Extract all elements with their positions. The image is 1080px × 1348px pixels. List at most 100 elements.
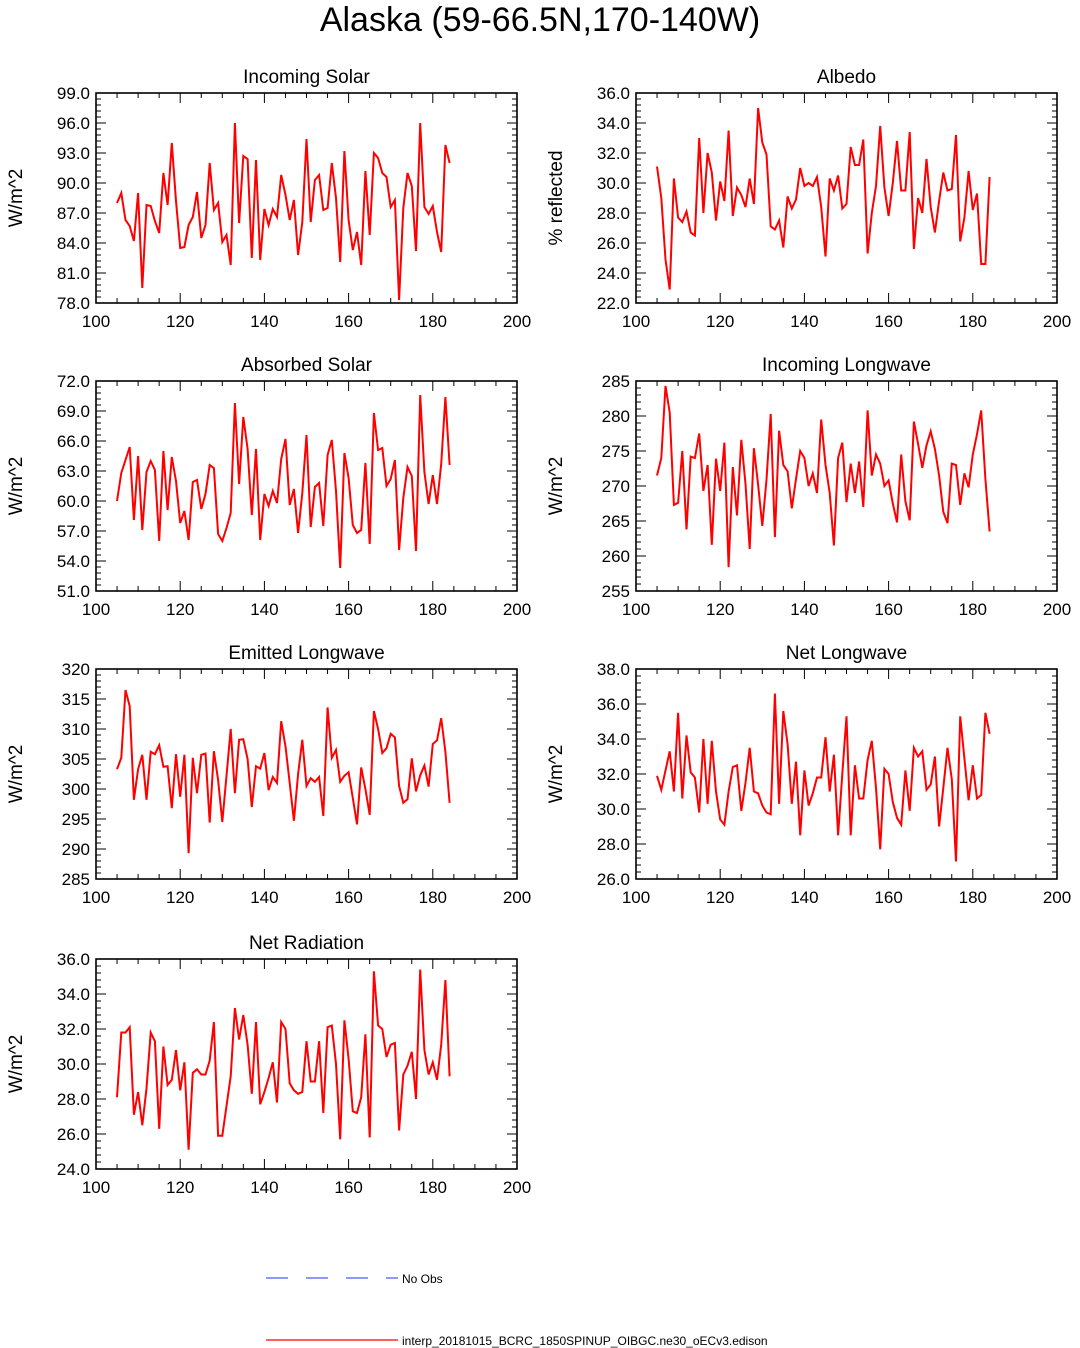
panel-title: Albedo bbox=[817, 67, 876, 88]
y-tick-label: 320 bbox=[62, 660, 90, 679]
y-tick-label: 295 bbox=[62, 810, 90, 829]
panel-title: Net Radiation bbox=[249, 933, 364, 954]
x-tick-label: 100 bbox=[622, 600, 650, 619]
y-axis-label: W/m^2 bbox=[546, 457, 567, 516]
y-tick-label: 90.0 bbox=[57, 174, 90, 193]
y-tick-label: 32.0 bbox=[597, 144, 630, 163]
x-tick-label: 120 bbox=[166, 600, 194, 619]
plot-frame bbox=[95, 958, 518, 1170]
x-tick-label: 160 bbox=[334, 600, 362, 619]
x-tick-label: 120 bbox=[166, 888, 194, 907]
series-line-model bbox=[116, 122, 451, 301]
plot-frame bbox=[95, 380, 518, 592]
x-tick-label: 100 bbox=[82, 312, 110, 331]
x-tick-label: 160 bbox=[334, 312, 362, 331]
y-axis-label: W/m^2 bbox=[6, 169, 27, 228]
y-tick-label: 34.0 bbox=[597, 730, 630, 749]
series-line-model bbox=[656, 693, 991, 862]
y-tick-label: 93.0 bbox=[57, 144, 90, 163]
y-tick-label: 36.0 bbox=[57, 950, 90, 969]
plot-frame bbox=[635, 668, 1058, 880]
legend-model-label: interp_20181015_BCRC_1850SPINUP_OIBGC.ne… bbox=[402, 1334, 768, 1348]
y-tick-label: 96.0 bbox=[57, 114, 90, 133]
x-tick-label: 120 bbox=[706, 600, 734, 619]
y-tick-label: 54.0 bbox=[57, 552, 90, 571]
panel-title: Emitted Longwave bbox=[228, 643, 384, 664]
x-tick-label: 140 bbox=[790, 888, 818, 907]
y-tick-label: 84.0 bbox=[57, 234, 90, 253]
x-tick-label: 160 bbox=[874, 888, 902, 907]
panel-net-longwave: 100 120 140 160 180 200 26.0 28.0 30.0 32.0 34.0 36… bbox=[546, 643, 1071, 907]
panel-albedo: 100 120 140 160 180 200 22.0 24.0 26.0 28.0 30.0 32… bbox=[546, 67, 1071, 331]
y-tick-label: 30.0 bbox=[597, 174, 630, 193]
x-tick-label: 200 bbox=[503, 600, 531, 619]
x-tick-label: 180 bbox=[419, 600, 447, 619]
y-tick-label: 69.0 bbox=[57, 402, 90, 421]
x-tick-label: 160 bbox=[874, 600, 902, 619]
x-tick-label: 180 bbox=[419, 1178, 447, 1197]
legend-model-line bbox=[266, 1339, 398, 1341]
x-tick-label: 120 bbox=[166, 1178, 194, 1197]
x-tick-label: 100 bbox=[82, 888, 110, 907]
plot-frame bbox=[635, 380, 1058, 592]
x-tick-label: 140 bbox=[250, 1178, 278, 1197]
y-tick-label: 310 bbox=[62, 720, 90, 739]
y-tick-label: 265 bbox=[602, 512, 630, 531]
figure-title: Alaska (59-66.5N,170-140W) bbox=[319, 1, 761, 39]
y-tick-label: 60.0 bbox=[57, 492, 90, 511]
x-tick-label: 180 bbox=[959, 312, 987, 331]
y-tick-label: 30.0 bbox=[57, 1055, 90, 1074]
x-tick-label: 100 bbox=[622, 888, 650, 907]
legend-obs-label: No Obs bbox=[402, 1272, 443, 1286]
y-tick-label: 300 bbox=[62, 780, 90, 799]
y-tick-label: 285 bbox=[602, 372, 630, 391]
y-tick-label: 28.0 bbox=[597, 835, 630, 854]
y-tick-label: 63.0 bbox=[57, 462, 90, 481]
y-tick-label: 34.0 bbox=[597, 114, 630, 133]
panel-absorbed-solar: 100 120 140 160 180 200 51.0 54.0 57.0 60.0 63.0 66… bbox=[6, 355, 531, 619]
y-tick-label: 285 bbox=[62, 870, 90, 889]
x-tick-label: 180 bbox=[959, 888, 987, 907]
x-tick-label: 200 bbox=[1043, 888, 1071, 907]
plot-frame bbox=[95, 668, 518, 880]
y-tick-label: 36.0 bbox=[597, 695, 630, 714]
series-line-model bbox=[116, 689, 451, 854]
x-tick-label: 100 bbox=[82, 600, 110, 619]
x-tick-label: 200 bbox=[503, 888, 531, 907]
panel-title: Net Longwave bbox=[786, 643, 907, 664]
y-tick-label: 290 bbox=[62, 840, 90, 859]
x-tick-label: 140 bbox=[790, 600, 818, 619]
y-tick-label: 87.0 bbox=[57, 204, 90, 223]
series-line-model bbox=[656, 107, 991, 290]
y-tick-label: 275 bbox=[602, 442, 630, 461]
series-line-model bbox=[116, 394, 451, 569]
panel-title: Absorbed Solar bbox=[241, 355, 373, 376]
x-tick-label: 200 bbox=[1043, 312, 1071, 331]
panel-incoming-longwave: 100 120 140 160 180 200 255 260 265 270 275 280 285 I… bbox=[546, 355, 1071, 619]
y-tick-label: 78.0 bbox=[57, 294, 90, 313]
y-tick-label: 72.0 bbox=[57, 372, 90, 391]
y-tick-label: 255 bbox=[602, 582, 630, 601]
x-tick-label: 140 bbox=[790, 312, 818, 331]
y-tick-label: 66.0 bbox=[57, 432, 90, 451]
y-tick-label: 28.0 bbox=[597, 204, 630, 223]
x-tick-label: 100 bbox=[622, 312, 650, 331]
x-tick-label: 180 bbox=[959, 600, 987, 619]
y-axis-label: W/m^2 bbox=[546, 745, 567, 804]
y-tick-label: 315 bbox=[62, 690, 90, 709]
panel-emitted-longwave: 100 120 140 160 180 200 285 290 295 300 305 310 315 3… bbox=[6, 643, 531, 907]
y-tick-label: 28.0 bbox=[57, 1090, 90, 1109]
x-tick-label: 140 bbox=[250, 888, 278, 907]
plot-frame bbox=[95, 92, 518, 304]
y-tick-label: 32.0 bbox=[597, 765, 630, 784]
x-tick-label: 160 bbox=[334, 1178, 362, 1197]
y-tick-label: 36.0 bbox=[597, 84, 630, 103]
y-axis-label: W/m^2 bbox=[6, 457, 27, 516]
x-tick-label: 120 bbox=[706, 888, 734, 907]
legend-obs-line bbox=[266, 1277, 398, 1279]
y-axis-label: W/m^2 bbox=[6, 745, 27, 804]
y-tick-label: 57.0 bbox=[57, 522, 90, 541]
y-tick-label: 81.0 bbox=[57, 264, 90, 283]
series-line-model bbox=[656, 385, 991, 568]
y-tick-label: 32.0 bbox=[57, 1020, 90, 1039]
